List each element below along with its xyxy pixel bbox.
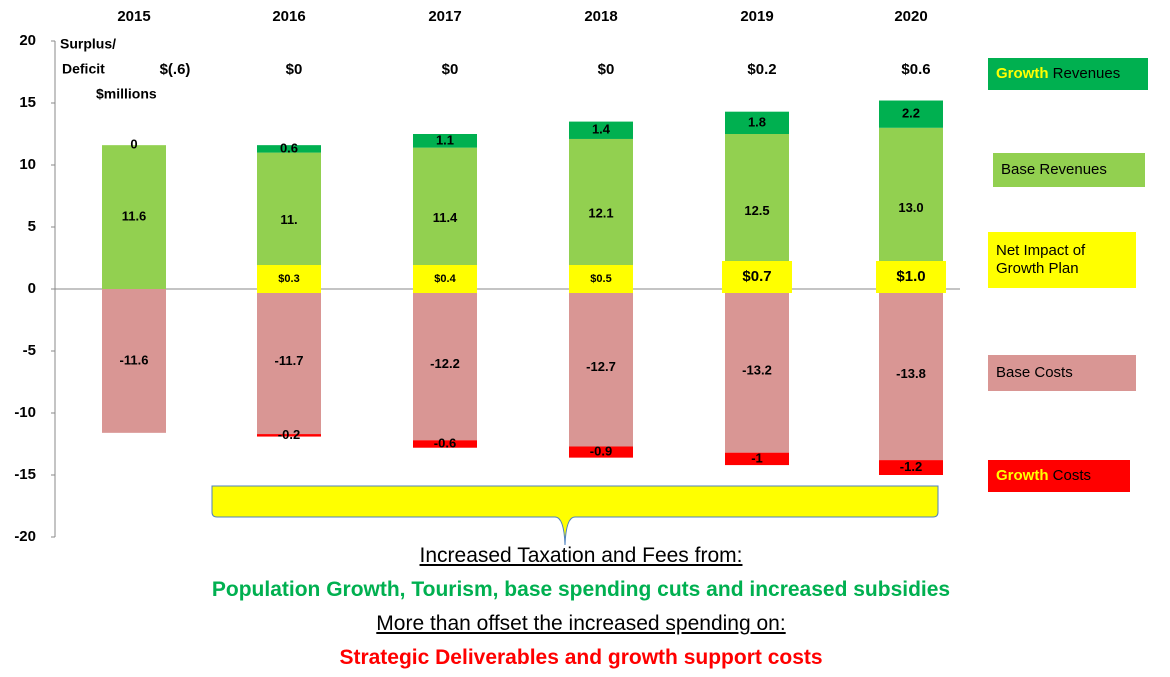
bar-segment — [257, 434, 321, 437]
data-label: 0 — [130, 137, 137, 152]
bar-segment — [725, 452, 789, 466]
x-tick-label: 2019 — [740, 8, 773, 25]
data-label: 1.4 — [592, 122, 611, 137]
data-label: 1.1 — [436, 132, 454, 147]
legend-entry: Net Impact of Growth Plan — [988, 232, 1136, 288]
net-impact-box — [569, 265, 633, 293]
x-tick-label: 2017 — [428, 8, 461, 25]
net-impact-label: $0.5 — [590, 273, 611, 285]
bar-segment — [413, 289, 477, 441]
data-label: 0.6 — [280, 140, 298, 155]
y-tick-label: 0 — [28, 280, 36, 297]
surplus-label: Deficit — [62, 61, 105, 77]
data-label: -11.7 — [275, 353, 304, 368]
bar-segment — [413, 134, 477, 148]
net-impact-box — [876, 261, 946, 293]
data-label: -13.2 — [742, 362, 772, 377]
legend-entry: Base Revenues — [993, 153, 1145, 187]
bar-segment — [569, 138, 633, 289]
bar-segment — [725, 289, 789, 453]
y-tick-label: -5 — [23, 342, 36, 359]
y-tick-label: 10 — [19, 156, 36, 173]
surplus-value: $(.6) — [160, 61, 191, 78]
data-label: 11.4 — [433, 210, 458, 225]
y-tick-label: 15 — [19, 94, 36, 111]
bar-segment — [569, 289, 633, 447]
legend-entry: Base Costs — [988, 355, 1136, 391]
legend-entry: Growth Revenues — [988, 58, 1148, 90]
annotation: Increased Taxation and Fees from: — [419, 544, 743, 567]
data-label: -1.2 — [900, 459, 922, 474]
y-tick-label: -20 — [14, 528, 36, 545]
data-label: 12.1 — [588, 205, 613, 220]
data-label: -0.2 — [278, 427, 300, 442]
surplus-value: $0 — [286, 61, 303, 78]
data-label: 13.0 — [898, 200, 923, 215]
surplus-value: $0 — [598, 61, 615, 78]
y-tick-label: 5 — [28, 218, 36, 235]
data-label: -12.7 — [586, 359, 616, 374]
data-label: -11.6 — [120, 352, 149, 367]
annotation: Population Growth, Tourism, base spendin… — [211, 578, 951, 601]
data-label: -0.6 — [434, 435, 456, 450]
net-impact-label: $0.3 — [278, 273, 299, 285]
bar-segment — [569, 121, 633, 139]
unit-label: $millions — [96, 86, 157, 102]
bar-segment — [257, 289, 321, 435]
bar-segment — [879, 289, 943, 461]
bar-segment — [257, 145, 321, 153]
surplus-value: $0.6 — [901, 61, 930, 78]
bar-segment — [879, 460, 943, 475]
x-tick-label: 2016 — [272, 8, 305, 25]
bar-segment — [879, 100, 943, 128]
bar-segment — [102, 145, 166, 289]
x-tick-label: 2020 — [894, 8, 927, 25]
data-label: 11. — [280, 212, 297, 227]
bar-segment — [102, 289, 166, 433]
brace — [211, 485, 939, 546]
bar-segment — [569, 446, 633, 458]
data-label: -12.2 — [430, 356, 460, 371]
data-label: 1.8 — [748, 114, 766, 129]
net-impact-label: $0.7 — [742, 268, 771, 285]
x-tick-label: 2018 — [584, 8, 617, 25]
net-impact-box — [257, 265, 321, 293]
data-label: 11.6 — [122, 209, 147, 224]
data-label: -13.8 — [896, 366, 926, 381]
surplus-value: $0.2 — [747, 61, 776, 78]
net-impact-label: $0.4 — [434, 273, 456, 285]
net-impact-label: $1.0 — [896, 268, 925, 285]
y-tick-label: 20 — [19, 32, 36, 49]
surplus-value: $0 — [442, 61, 459, 78]
data-label: -0.9 — [590, 443, 612, 458]
y-tick-label: -10 — [14, 404, 36, 421]
annotation: More than offset the increased spending … — [376, 612, 786, 635]
data-label: 2.2 — [902, 106, 920, 121]
bar-segment — [725, 111, 789, 134]
data-label: -1 — [751, 450, 763, 465]
net-impact-box — [722, 261, 792, 293]
surplus-label: Surplus/ — [60, 36, 116, 52]
y-tick-label: -15 — [14, 466, 36, 483]
x-tick-label: 2015 — [117, 8, 150, 25]
bar-segment — [413, 440, 477, 448]
net-impact-box — [413, 265, 477, 293]
data-label: 12.5 — [744, 203, 769, 218]
annotation: Strategic Deliverables and growth suppor… — [339, 646, 823, 669]
legend-entry: Growth Costs — [988, 460, 1130, 492]
